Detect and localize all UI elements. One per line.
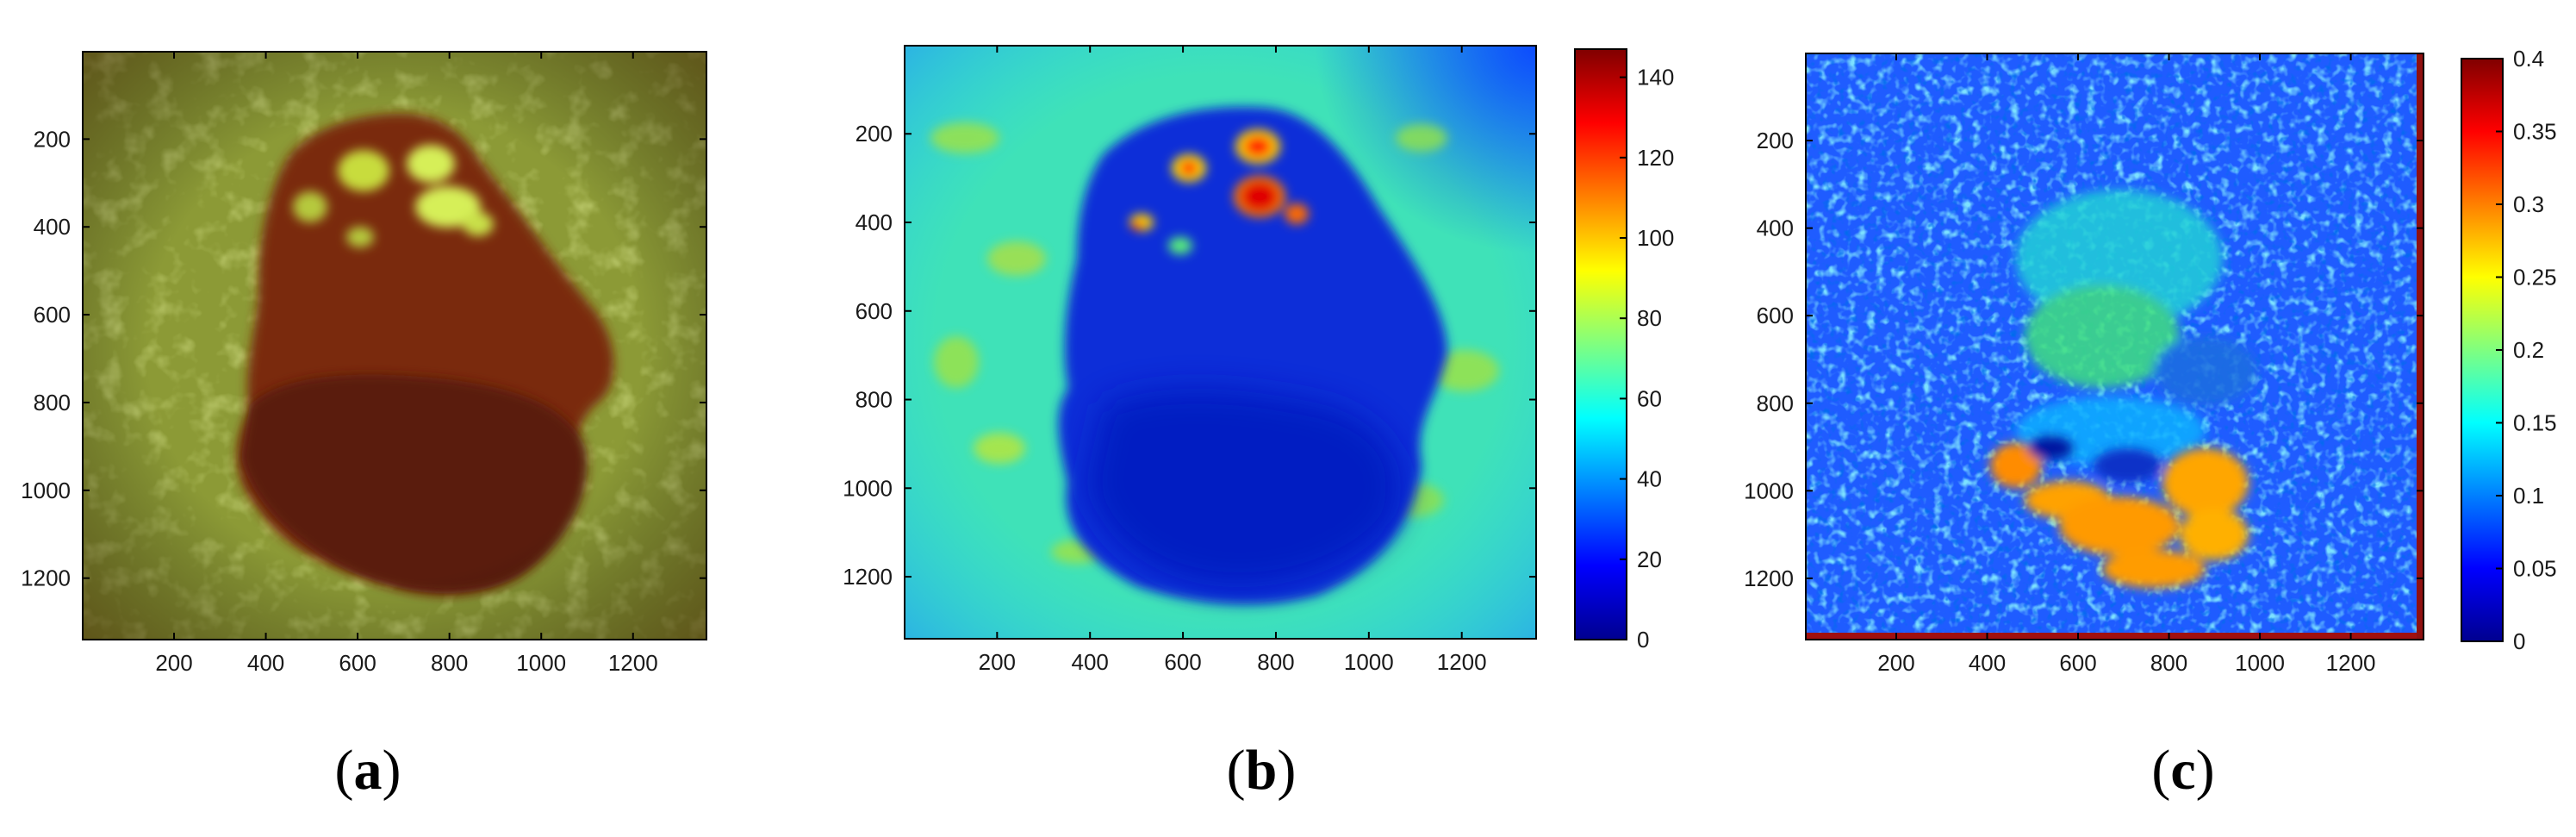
panel-c-y-tick-label: 600: [1757, 303, 1794, 328]
panel-b-x-tick-label: 400: [1072, 649, 1109, 675]
panel-a-y-tick-label: 600: [34, 302, 71, 328]
panel-b-x-tick-label: 1000: [1344, 649, 1394, 675]
panel-b-caption: (b): [1227, 739, 1297, 802]
panel-c-y-tick-label: 1200: [1744, 565, 1794, 591]
panel-c-x-tick-label: 200: [1877, 650, 1914, 676]
panel-c-high-region: [1990, 436, 2249, 588]
panel-c-colorbar-tick-label: 0.2: [2513, 337, 2544, 363]
panel-c-colorbar-tick-label: 0.25: [2513, 265, 2557, 290]
panel-c-colorbar-tick-label: 0.3: [2513, 191, 2544, 217]
panel-a-x-tick-label: 200: [155, 650, 192, 676]
panel-c-colorbar-tick-label: 0: [2513, 628, 2525, 654]
panel-c-colorbar-tick-label: 0.15: [2513, 410, 2557, 436]
panel-b-colorbar-tick-label: 60: [1637, 385, 1662, 411]
panel-c-axes-frame: [1805, 53, 2424, 640]
panel-c-y-tick-label: 1000: [1744, 478, 1794, 503]
panel-a-image: [83, 52, 706, 640]
panel-b-y-tick-label: 800: [856, 387, 893, 413]
panel-c-x-tick-label: 1200: [2326, 650, 2376, 676]
panel-b-axes-frame: [904, 45, 1537, 640]
panel-a-y-tick-label: 200: [34, 126, 71, 152]
panel-c-colorbar-tick-label: 0.35: [2513, 119, 2557, 145]
panel-b-image: [905, 46, 1536, 639]
panel-b-colorbar-tick-label: 120: [1637, 145, 1674, 171]
panel-b-colorbar-tick-label: 40: [1637, 466, 1662, 492]
panel-a-ticks: 200 400 600 800 1000 1200 200 400 600 800 1000 1200: [21, 52, 706, 676]
panel-a-y-tick-label: 1200: [21, 565, 71, 591]
panel-b-colorbar-tick-label: 20: [1637, 547, 1662, 572]
panel-b-y-tick-label: 400: [856, 209, 893, 235]
panel-c-colorbar-tick-label: 0.4: [2513, 46, 2544, 72]
panel-b-y-tick-label: 1200: [843, 564, 893, 590]
panel-a-x-tick-label: 1000: [516, 650, 566, 676]
panel-c-x-tick-label: 1000: [2235, 650, 2285, 676]
panel-c-x-tick-label: 600: [2059, 650, 2096, 676]
panel-b-y-tick-label: 600: [856, 298, 893, 324]
panel-b-x-tick-label: 1200: [1437, 649, 1487, 675]
panel-b-hotspots: [1129, 129, 1309, 254]
panel-a-y-tick-label: 1000: [21, 478, 71, 503]
panel-c-y-tick-label: 400: [1757, 215, 1794, 241]
panel-b-y-tick-label: 200: [856, 121, 893, 147]
panel-a-x-tick-label: 400: [247, 650, 284, 676]
panel-c: 200 400 600 800 1000 1200 200 400 600 800 1000 1200…: [1744, 46, 2556, 802]
panel-a-x-tick-label: 800: [431, 650, 468, 676]
panel-c-y-tick-label: 200: [1757, 128, 1794, 153]
panel-b-colorbar-tick-label: 140: [1637, 65, 1674, 91]
panel-c-ticks: 200 400 600 800 1000 1200 200 400 600 800 1000 1200…: [1744, 46, 2556, 676]
panel-a: 200 400 600 800 1000 1200 200 400 600 800 1000 1200…: [21, 51, 707, 802]
panel-c-image: [1806, 53, 2424, 640]
panel-b-colorbar-tick-label: 100: [1637, 225, 1674, 251]
panel-c-colorbar-tick-label: 0.05: [2513, 556, 2557, 582]
panel-a-y-tick-label: 800: [34, 390, 71, 415]
panel-b-colorbar: [1574, 48, 1627, 640]
panel-a-axes-frame: [82, 51, 707, 640]
panel-b-x-tick-label: 600: [1164, 649, 1201, 675]
panel-c-x-tick-label: 800: [2150, 650, 2187, 676]
panel-c-caption: (c): [2151, 739, 2214, 802]
panel-b-x-tick-label: 200: [979, 649, 1016, 675]
panel-c-y-tick-label: 800: [1757, 390, 1794, 416]
panel-a-x-tick-label: 1200: [608, 650, 658, 676]
panel-b-ticks: 200 400 600 800 1000 120020040060080010001200…: [843, 46, 1674, 675]
panel-b-x-tick-label: 800: [1257, 649, 1294, 675]
panel-a-caption: (a): [335, 739, 401, 802]
panel-b: 200 400 600 800 1000 120020040060080010001200…: [843, 45, 1674, 802]
panel-b-colorbar-tick-label: 0: [1637, 627, 1649, 653]
panel-b-y-tick-label: 1000: [843, 475, 893, 501]
panel-a-x-tick-label: 600: [339, 650, 376, 676]
panel-a-y-tick-label: 400: [34, 214, 71, 240]
panel-c-colorbar-tick-label: 0.1: [2513, 483, 2544, 509]
panel-c-x-tick-label: 400: [1969, 650, 2006, 676]
panel-b-colorbar-tick-label: 80: [1637, 305, 1662, 331]
